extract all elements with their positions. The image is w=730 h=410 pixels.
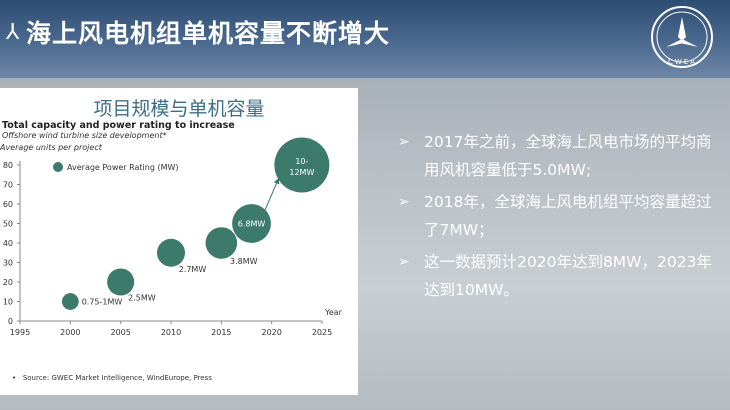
chart-subtitle-2: Offshore wind turbine size development* <box>2 131 167 140</box>
bullet-text: 2018年，全球海上风电机组平均容量超过了7MW； <box>424 193 712 239</box>
data-point <box>107 268 135 296</box>
data-label: 3.8MW <box>230 257 258 266</box>
header-bar: ⅄ 海上风电机组单机容量不断增大 <box>0 0 730 78</box>
chart-subtitle: Total capacity and power rating to incre… <box>2 120 235 131</box>
bullet-text: 2017年之前，全球海上风电市场的平均商用风机容量低于5.0MW; <box>424 133 712 179</box>
x-tick-label: 2015 <box>211 328 231 337</box>
y-axis-label: Average units per project <box>0 143 102 152</box>
y-tick-label: 40 <box>3 239 13 248</box>
bullet-item: ➢ 2018年，全球海上风电机组平均容量超过了7MW； <box>398 188 723 244</box>
data-point <box>205 227 238 259</box>
chevron-right-icon: ➢ <box>398 194 410 210</box>
y-tick-label: 30 <box>3 259 13 268</box>
x-tick-label: 2020 <box>261 328 281 337</box>
bullet-item: ➢ 2017年之前，全球海上风电市场的平均商用风机容量低于5.0MW; <box>398 128 723 184</box>
chevron-right-icon: ➢ <box>398 254 410 270</box>
data-label: 2.5MW <box>128 294 156 303</box>
trend-arrow <box>264 177 280 211</box>
cwea-logo-icon <box>651 6 713 68</box>
data-point <box>157 238 185 267</box>
y-tick-label: 70 <box>3 181 13 190</box>
data-label: 12MW <box>289 168 314 177</box>
bullet-item: ➢ 这一数据预计2020年达到8MW，2023年达到10MW。 <box>398 248 723 304</box>
x-axis-label: Year <box>324 308 343 317</box>
bullet-text: 这一数据预计2020年达到8MW，2023年达到10MW。 <box>424 253 712 299</box>
x-tick-label: 2000 <box>60 328 80 337</box>
data-label: 6.8MW <box>238 220 266 229</box>
bullet-list: ➢ 2017年之前，全球海上风电市场的平均商用风机容量低于5.0MW; ➢ 2018… <box>398 128 723 308</box>
y-tick-label: 20 <box>3 278 13 287</box>
data-point <box>232 204 271 243</box>
chevron-right-icon: ➢ <box>398 134 410 150</box>
x-tick-label: 2010 <box>161 328 181 337</box>
triangle-icon: ⅄ <box>6 20 20 45</box>
legend-label: Average Power Rating (MW) <box>67 163 179 172</box>
x-tick-label: 2005 <box>110 328 130 337</box>
data-label: 10- <box>295 157 308 166</box>
logo-text: CWEA <box>668 58 698 66</box>
legend-marker <box>53 162 63 172</box>
data-label: 2.7MW <box>179 265 207 274</box>
data-point <box>61 293 79 310</box>
y-tick-label: 60 <box>3 200 13 209</box>
chart-panel: 项目规模与单机容量 Total capacity and power ratin… <box>0 88 358 395</box>
source-text: Source: GWEC Market Intelligence, WindEu… <box>22 374 212 382</box>
y-tick-label: 0 <box>8 317 13 326</box>
source-note: • Source: GWEC Market Intelligence, Wind… <box>12 374 212 382</box>
y-tick-label: 50 <box>3 220 13 229</box>
x-tick-label: 2025 <box>312 328 332 337</box>
data-point <box>274 137 330 193</box>
chart-title: 项目规模与单机容量 <box>93 98 265 120</box>
x-tick-label: 1995 <box>10 328 30 337</box>
y-tick-label: 80 <box>3 161 13 170</box>
chart-svg: 0 10 20 30 40 50 60 70 80 1995 2000 2005 2010 2015 202… <box>3 137 343 337</box>
page-title: 海上风电机组单机容量不断增大 <box>26 19 391 48</box>
y-tick-label: 10 <box>3 298 13 307</box>
data-label: 0.75-1MW <box>82 298 123 307</box>
